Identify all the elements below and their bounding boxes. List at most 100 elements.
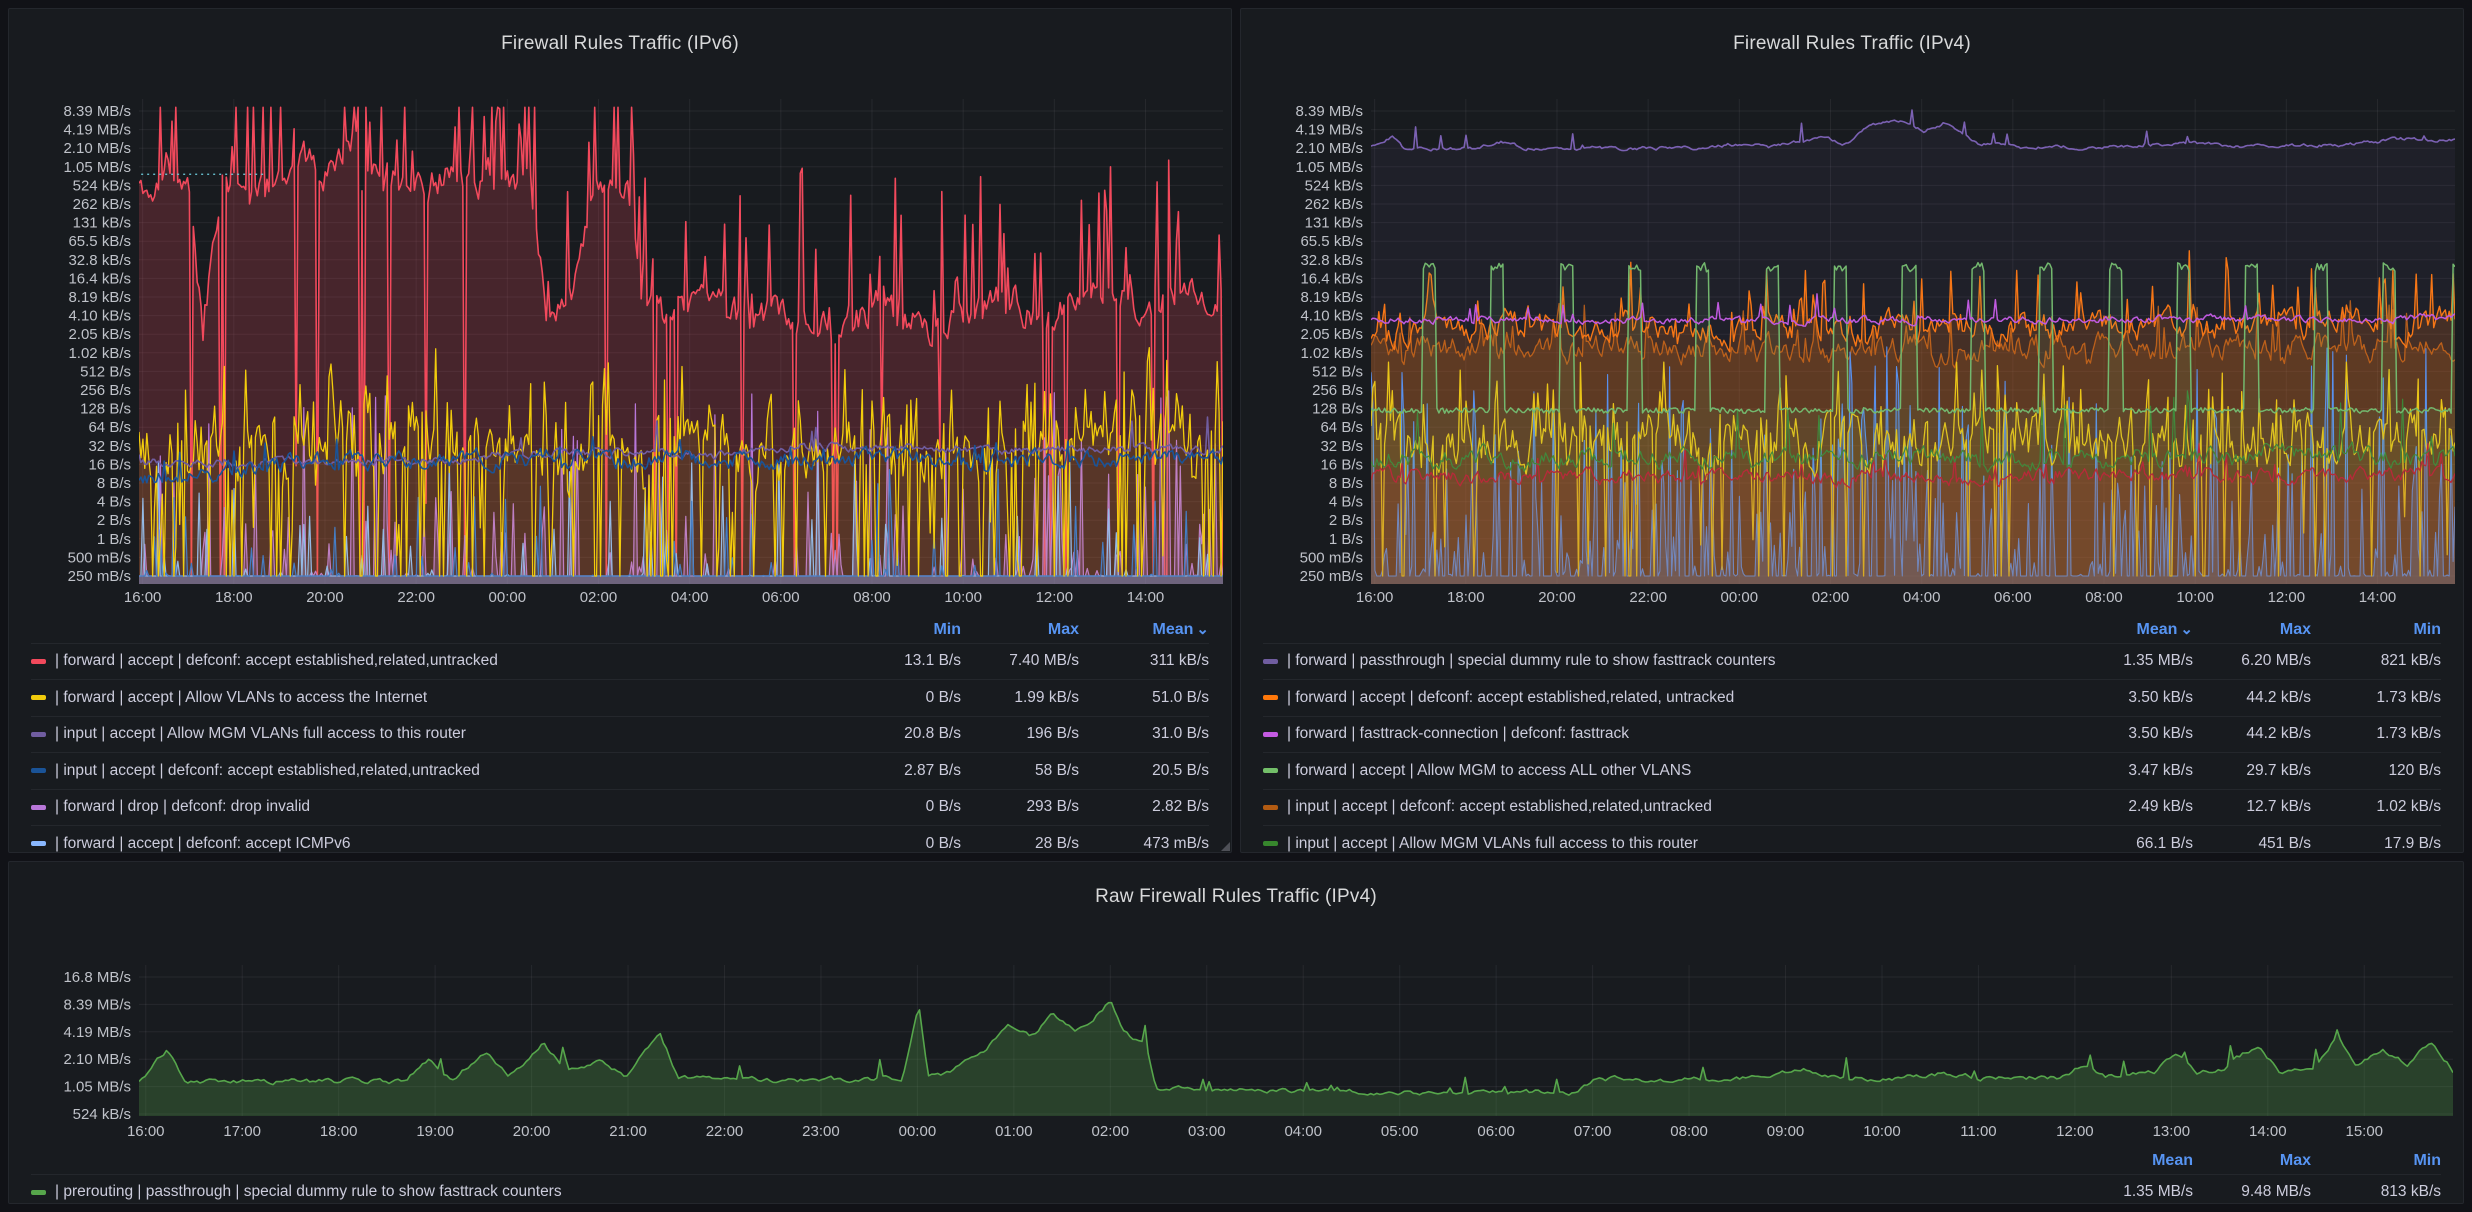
y-tick-label: 4 B/s	[97, 493, 131, 510]
x-tick-label: 15:00	[2345, 1123, 2383, 1140]
stat-value: 293 B/s	[1026, 798, 1079, 816]
y-tick-label: 16.4 kB/s	[68, 270, 131, 287]
legend-sort-max[interactable]: Max	[2193, 1152, 2311, 1170]
y-tick-label: 1.02 kB/s	[1300, 344, 1363, 361]
stat-value: 66.1 B/s	[2136, 834, 2193, 852]
stat-value: 2.87 B/s	[904, 761, 961, 779]
stat-value: 196 B/s	[1026, 725, 1079, 743]
legend-sort-max[interactable]: Max	[2193, 621, 2311, 639]
stat-value: 0 B/s	[925, 798, 961, 816]
stat-value: 20.5 B/s	[1152, 761, 1209, 779]
x-tick-label: 09:00	[1767, 1123, 1805, 1140]
y-tick-label: 65.5 kB/s	[68, 233, 131, 250]
y-tick-label: 2.05 kB/s	[1300, 326, 1363, 343]
legend-sort-mean[interactable]: Mean ⌄	[1079, 620, 1209, 639]
legend-rows: | forward | accept | defconf: accept est…	[31, 642, 1209, 852]
y-tick-label: 2.10 MB/s	[1295, 140, 1363, 157]
y-tick-label: 2 B/s	[97, 512, 131, 529]
legend-sort-min[interactable]: Min	[843, 621, 961, 639]
x-tick-label: 16:00	[1356, 589, 1394, 606]
legend-row[interactable]: | prerouting | passthrough | special dum…	[31, 1173, 2441, 1203]
x-tick-label: 22:00	[397, 589, 435, 606]
series-toggle[interactable]: | forward | accept | Allow VLANs to acce…	[31, 689, 843, 707]
panel-title[interactable]: Raw Firewall Rules Traffic (IPv4)	[1095, 885, 1377, 907]
y-tick-label: 64 B/s	[88, 419, 131, 436]
y-tick-label: 1 B/s	[1329, 530, 1363, 547]
series-swatch	[1263, 658, 1278, 664]
x-tick-label: 14:00	[1127, 589, 1165, 606]
legend-row[interactable]: | forward | drop | defconf: drop invalid…	[31, 788, 1209, 826]
legend-row[interactable]: | forward | fasttrack-connection | defco…	[1263, 715, 2441, 753]
series-toggle[interactable]: | input | accept | Allow MGM VLANs full …	[31, 725, 843, 743]
y-tick-label: 8.39 MB/s	[1295, 103, 1363, 120]
legend-sort-min[interactable]: Min	[2311, 621, 2441, 639]
series-toggle[interactable]: | input | accept | defconf: accept estab…	[31, 762, 843, 780]
y-tick-label: 1.05 MB/s	[63, 1078, 131, 1095]
series-toggle[interactable]: | forward | accept | defconf: accept est…	[1263, 689, 2075, 707]
x-tick-label: 18:00	[320, 1123, 358, 1140]
y-tick-label: 8 B/s	[1329, 475, 1363, 492]
x-tick-label: 06:00	[1477, 1123, 1515, 1140]
x-tick-label: 14:00	[2249, 1123, 2287, 1140]
time-series-chart[interactable]: 8.39 MB/s4.19 MB/s 2.10 MB/s1.05 MB/s 524 …	[1241, 79, 2463, 617]
legend: Min Max Mean ⌄ | forward | accept | defconf…	[9, 617, 1231, 852]
stat-value: 13.1 B/s	[904, 652, 961, 670]
panel-resize-handle[interactable]	[1221, 842, 1230, 851]
y-tick-label: 4.19 MB/s	[63, 121, 131, 138]
series-swatch	[1263, 768, 1278, 774]
legend-row[interactable]: | forward | accept | Allow MGM to access…	[1263, 752, 2441, 789]
x-tick-label: 07:00	[1574, 1123, 1612, 1140]
time-series-chart[interactable]: 16.8 MB/s 8.39 MB/s 4.19 MB/s 2.10 MB/s 1.05…	[9, 932, 2463, 1148]
y-tick-label: 256 B/s	[1312, 382, 1363, 399]
legend-row[interactable]: | input | accept | Allow MGM VLANs full …	[31, 715, 1209, 753]
legend-row[interactable]: | forward | accept | defconf: accept ICM…	[31, 825, 1209, 852]
y-tick-label: 4 B/s	[1329, 493, 1363, 510]
y-tick-label: 4.19 MB/s	[63, 1023, 131, 1040]
series-label: | forward | passthrough | special dummy …	[1287, 652, 1776, 670]
x-tick-label: 02:00	[1812, 589, 1850, 606]
x-tick-label: 12:00	[2056, 1123, 2094, 1140]
series-toggle[interactable]: | input | accept | defconf: accept estab…	[1263, 798, 2075, 816]
x-tick-label: 12:00	[2268, 589, 2306, 606]
y-tick-label: 8.39 MB/s	[63, 996, 131, 1013]
stat-value: 821 kB/s	[2380, 652, 2441, 670]
legend-sort-min[interactable]: Min	[2311, 1152, 2441, 1170]
series-line	[139, 1001, 2453, 1096]
series-label: | forward | accept | defconf: accept est…	[55, 652, 498, 670]
panel-title[interactable]: Firewall Rules Traffic (IPv4)	[1733, 32, 1971, 54]
series-toggle[interactable]: | forward | passthrough | special dummy …	[1263, 652, 2075, 670]
legend-row[interactable]: | input | accept | Allow MGM VLANs full …	[1263, 825, 2441, 852]
stat-value: 3.47 kB/s	[2128, 761, 2193, 779]
x-tick-label: 01:00	[995, 1123, 1033, 1140]
stat-value: 58 B/s	[1035, 761, 1079, 779]
legend-row[interactable]: | forward | passthrough | special dummy …	[1263, 642, 2441, 680]
legend-sort-mean[interactable]: Mean	[2075, 1152, 2193, 1170]
legend-row[interactable]: | forward | accept | defconf: accept est…	[31, 642, 1209, 680]
stat-value: 311 kB/s	[1149, 652, 1209, 670]
panel-title[interactable]: Firewall Rules Traffic (IPv6)	[501, 32, 739, 54]
legend-row[interactable]: | input | accept | defconf: accept estab…	[31, 752, 1209, 789]
series-toggle[interactable]: | prerouting | passthrough | special dum…	[31, 1183, 2075, 1201]
stat-value: 1.99 kB/s	[1014, 688, 1079, 706]
y-tick-label: 128 B/s	[80, 400, 131, 417]
stat-value: 3.50 kB/s	[2128, 688, 2193, 706]
y-tick-label: 32.8 kB/s	[1300, 251, 1363, 268]
y-tick-label: 16.8 MB/s	[63, 969, 131, 986]
series-toggle[interactable]: | forward | drop | defconf: drop invalid	[31, 798, 843, 816]
legend-row[interactable]: | input | accept | defconf: accept estab…	[1263, 788, 2441, 826]
series-toggle[interactable]: | forward | accept | defconf: accept est…	[31, 652, 843, 670]
x-tick-label: 20:00	[306, 589, 344, 606]
legend-row[interactable]: | forward | accept | defconf: accept est…	[1263, 679, 2441, 716]
series-toggle[interactable]: | forward | accept | defconf: accept ICM…	[31, 835, 843, 852]
stat-value: 31.0 B/s	[1152, 725, 1209, 743]
legend-sort-mean[interactable]: Mean ⌄	[2075, 620, 2193, 639]
series-toggle[interactable]: | input | accept | Allow MGM VLANs full …	[1263, 835, 2075, 852]
legend-row[interactable]: | forward | accept | Allow VLANs to acce…	[31, 679, 1209, 716]
series-toggle[interactable]: | forward | accept | Allow MGM to access…	[1263, 762, 2075, 780]
legend-sort-max[interactable]: Max	[961, 621, 1079, 639]
stat-value: 451 B/s	[2258, 834, 2311, 852]
x-tick-label: 17:00	[223, 1123, 261, 1140]
series-toggle[interactable]: | forward | fasttrack-connection | defco…	[1263, 725, 2075, 743]
time-series-chart[interactable]: 8.39 MB/s4.19 MB/s 2.10 MB/s1.05 MB/s 524 …	[9, 79, 1231, 617]
y-tick-label: 8.19 kB/s	[68, 289, 131, 306]
